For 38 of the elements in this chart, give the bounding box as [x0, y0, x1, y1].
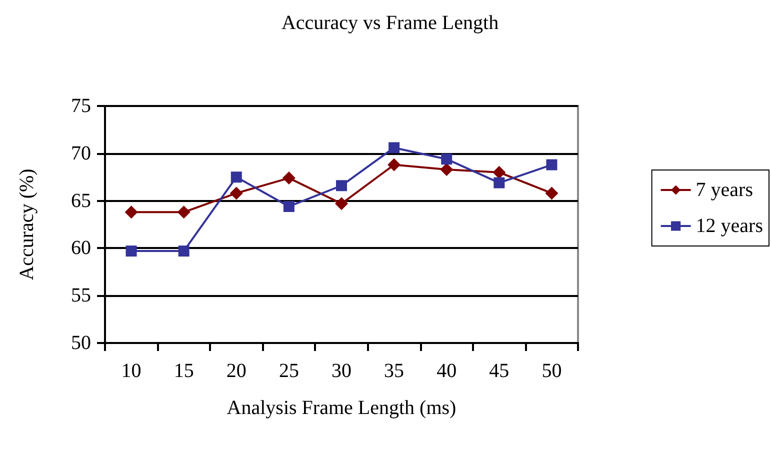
x-tick-label: 50	[542, 360, 562, 382]
point	[178, 246, 190, 257]
point	[230, 172, 242, 183]
point	[388, 158, 401, 172]
point	[124, 206, 138, 219]
legend-label: 7 years	[696, 179, 754, 201]
x-tick-label: 25	[278, 360, 299, 382]
y-tick-label: 70	[71, 142, 91, 164]
x-tick-label: 35	[384, 360, 404, 382]
point	[335, 197, 348, 210]
y-tick-label: 55	[71, 284, 91, 307]
x-axis-title: Analysis Frame Length (ms)	[226, 397, 456, 419]
x-tick-label: 10	[121, 360, 142, 382]
point	[282, 172, 296, 185]
point	[494, 177, 505, 188]
x-tick-label: 40	[436, 360, 457, 382]
legend-label: 12 years	[696, 215, 764, 237]
point	[441, 154, 452, 165]
x-tick-label: 15	[174, 360, 194, 382]
x-tick-label: 45	[489, 360, 510, 382]
point	[388, 142, 400, 154]
chart-title: Accuracy vs Frame Length	[281, 12, 499, 34]
point	[546, 159, 558, 170]
x-tick-label: 30	[332, 360, 352, 382]
y-axis-title: Accuracy (%)	[16, 168, 38, 280]
point	[230, 186, 243, 200]
point	[440, 163, 454, 176]
y-tick-label: 50	[71, 332, 91, 354]
point	[177, 206, 190, 219]
point	[336, 180, 347, 192]
y-tick-label: 75	[71, 95, 91, 117]
y-tick-label: 60	[71, 237, 91, 260]
x-tick-label: 20	[226, 360, 246, 382]
y-tick-label: 65	[71, 190, 91, 212]
point	[283, 200, 294, 212]
point	[126, 246, 137, 257]
point	[545, 186, 558, 200]
point	[492, 166, 506, 179]
